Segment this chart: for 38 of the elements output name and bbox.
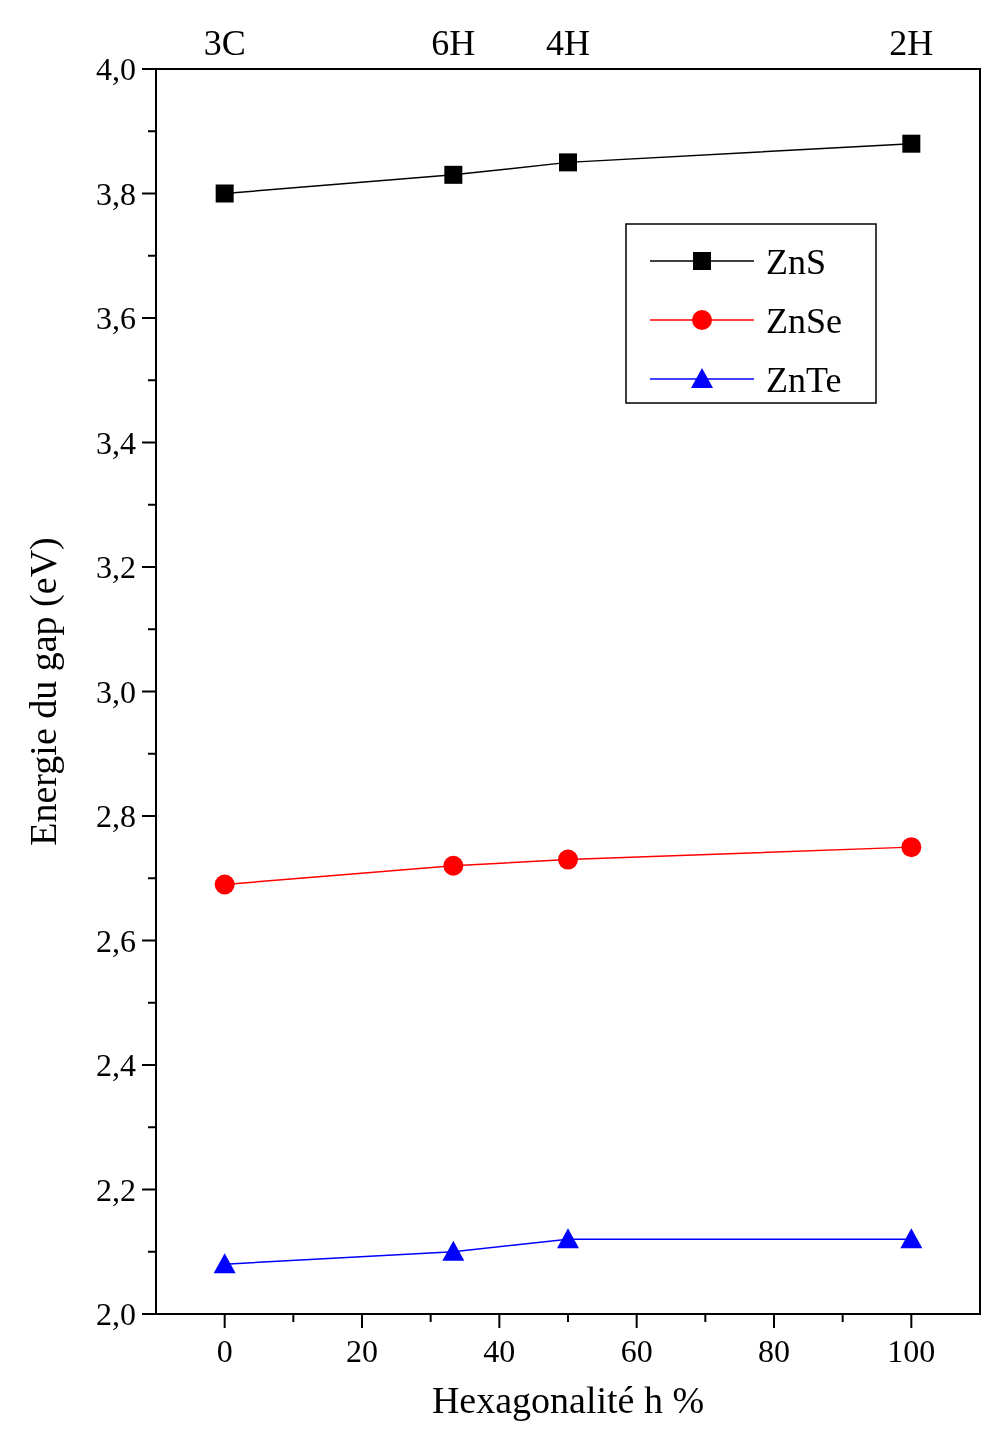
- x-axis-title: Hexagonalité h %: [431, 1379, 705, 1421]
- y-tick-label: 2,0: [96, 1296, 136, 1332]
- y-tick-label: 2,4: [96, 1047, 136, 1083]
- legend-label: ZnSe: [766, 301, 842, 341]
- y-tick-label: 2,6: [96, 922, 136, 959]
- y-tick-label: 3,0: [96, 673, 136, 710]
- y-tick-label: 3,4: [96, 424, 136, 461]
- point: [443, 855, 464, 876]
- point: [559, 153, 577, 172]
- x-tick-label: 100: [887, 1333, 936, 1369]
- x-tick-label: 0: [216, 1333, 233, 1369]
- text: 2H: [889, 23, 934, 63]
- point: [901, 837, 922, 858]
- point: [558, 849, 578, 870]
- text: 3C: [203, 23, 246, 63]
- y-tick-label: 2,2: [96, 1171, 136, 1208]
- point: [444, 165, 463, 184]
- x-tick-label: 20: [346, 1333, 378, 1369]
- x-tick-label: 80: [758, 1333, 790, 1369]
- y-tick-label: 3,2: [96, 549, 136, 585]
- point: [442, 1240, 465, 1261]
- point: [557, 1228, 579, 1249]
- point: [215, 184, 234, 203]
- x-tick-label: 40: [483, 1333, 516, 1369]
- legend-label: ZnTe: [766, 360, 842, 400]
- y-axis-title: Energie du gap (eV): [22, 537, 65, 846]
- y-tick-label: 4,0: [96, 51, 136, 87]
- x-tick-label: 60: [620, 1333, 653, 1369]
- y-tick-label: 3,6: [96, 300, 136, 336]
- y-tick-label: 2,8: [96, 798, 136, 834]
- point: [213, 1253, 236, 1274]
- legend-label: ZnS: [766, 242, 827, 282]
- point: [902, 134, 921, 153]
- text: 4H: [546, 23, 590, 63]
- y-tick-label: 3,8: [96, 175, 136, 212]
- text: 6H: [431, 23, 476, 63]
- point: [214, 874, 235, 895]
- point: [900, 1228, 923, 1249]
